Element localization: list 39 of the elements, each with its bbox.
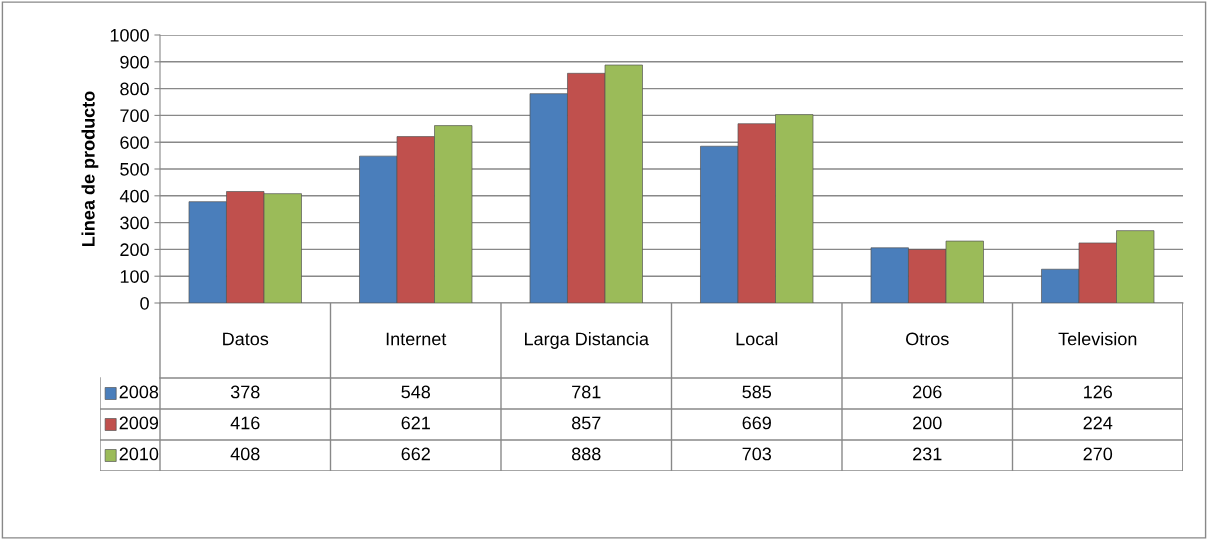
- y-axis-title: Linea de producto: [81, 91, 99, 247]
- data-label: 270: [1083, 447, 1113, 461]
- x-tick-label: Internet: [386, 332, 447, 346]
- data-label: 669: [742, 416, 771, 430]
- data-label: 548: [401, 385, 431, 399]
- y-tick-label: 1000: [110, 28, 149, 42]
- legend-label: 2010: [119, 447, 159, 461]
- data-label: 703: [742, 447, 772, 461]
- data-label: 781: [572, 385, 601, 399]
- y-tick-label: 600: [120, 136, 149, 149]
- y-tick-label: 0: [140, 296, 149, 310]
- data-label: 378: [230, 385, 260, 399]
- x-tick-label: Otros: [906, 332, 949, 346]
- data-label: 888: [571, 447, 601, 461]
- y-tick-label: 700: [120, 109, 149, 123]
- data-label: 231: [913, 447, 942, 461]
- x-tick-label: Television: [1058, 332, 1137, 346]
- x-tick-label: Datos: [223, 332, 269, 346]
- data-label: 126: [1084, 385, 1113, 399]
- legend-label: 2008: [119, 385, 159, 399]
- data-label: 224: [1083, 416, 1113, 430]
- y-tick-label: 200: [120, 243, 149, 257]
- y-tick-label: 900: [120, 55, 149, 69]
- y-tick-label: 500: [120, 162, 149, 176]
- y-tick-label: 800: [120, 82, 149, 96]
- y-tick-label: 100: [120, 270, 149, 283]
- data-label: 200: [913, 416, 942, 430]
- data-label: 857: [571, 416, 601, 430]
- data-label: 621: [401, 416, 430, 430]
- data-label: 408: [230, 447, 260, 461]
- x-tick-label: Local: [736, 332, 778, 346]
- y-tick-label: 400: [119, 189, 149, 203]
- data-label: 206: [913, 385, 942, 399]
- data-label: 585: [742, 385, 772, 399]
- x-tick-label: Larga Distancia: [525, 332, 649, 349]
- data-label: 662: [401, 447, 430, 461]
- legend-label: 2009: [119, 416, 159, 430]
- y-tick-label: 300: [120, 216, 149, 230]
- data-label: 416: [230, 416, 260, 430]
